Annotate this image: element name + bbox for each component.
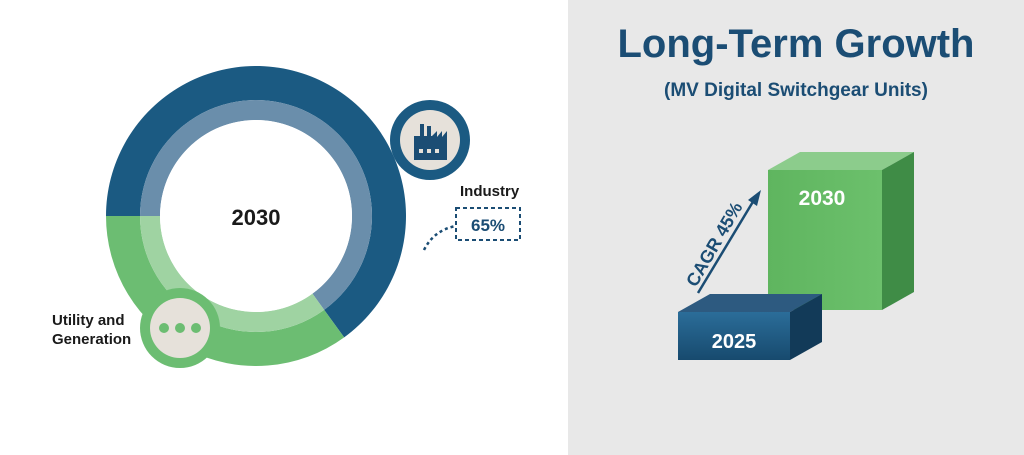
chart-title: Long-Term Growth — [617, 22, 975, 66]
center-label: 2030 — [232, 205, 281, 230]
growth-panel: Long-Term Growth (MV Digital Switchgear … — [568, 0, 1024, 455]
cagr-arrow — [696, 190, 761, 294]
industry-value-box — [455, 207, 521, 241]
industry-label: Industry — [460, 183, 520, 200]
industry-callout-line — [422, 224, 457, 251]
bar-2030: 2030 — [768, 152, 914, 310]
utility-label: Utility and Generation — [52, 312, 131, 348]
growth-chart: 2030 2025 CAGR 45% — [678, 152, 914, 360]
bar-2030-label: 2030 — [799, 187, 846, 210]
donut-hole — [160, 120, 352, 312]
donut-chart: 2030 Industry 65% Utility and Generation — [52, 66, 521, 368]
bar-2025: 2025 — [678, 294, 822, 360]
factory-icon — [390, 100, 470, 180]
ellipsis-icon — [140, 288, 220, 368]
chart-subtitle: (MV Digital Switchgear Units) — [664, 80, 928, 101]
donut-panel: 2030 Industry 65% Utility and Generation — [52, 66, 521, 368]
bar-2025-label: 2025 — [712, 331, 757, 353]
industry-value: 65% — [471, 216, 505, 235]
cagr-label: CAGR 45% — [682, 199, 746, 290]
